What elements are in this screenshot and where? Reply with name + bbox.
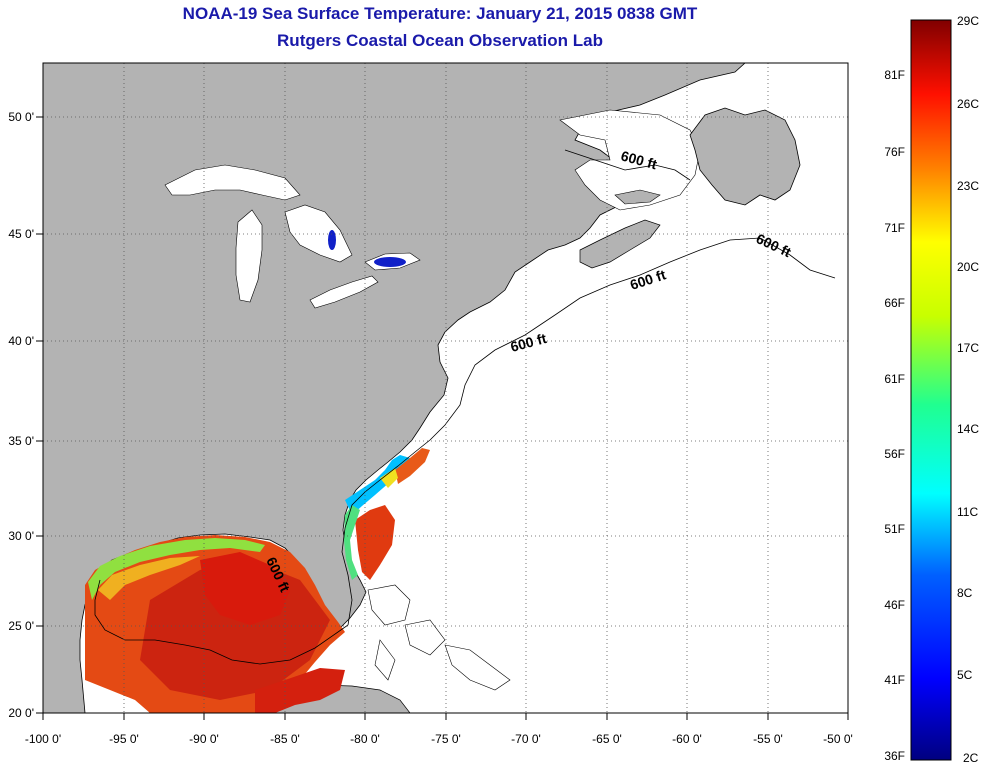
- land-nova-scotia: [579, 219, 661, 269]
- sst-yellow-band: [380, 468, 398, 488]
- lon-tick-label: -75 0': [431, 732, 461, 746]
- colorbar-label-f: 56F: [884, 447, 905, 461]
- lat-tick-label: 20 0': [8, 706, 34, 720]
- sst-loop-current: [200, 552, 290, 625]
- colorbar-label-c: 11C: [957, 505, 978, 519]
- colorbar-celsius-labels: 29C 26C 23C 20C 17C 14C 11C 8C 5C 2C: [957, 14, 979, 765]
- map-title: NOAA-19 Sea Surface Temperature: January…: [182, 4, 698, 23]
- map-body: [43, 63, 836, 713]
- longitude-labels: -100 0' -95 0' -90 0' -85 0' -80 0' -75 …: [25, 732, 853, 746]
- lat-tick-label: 35 0': [8, 434, 34, 448]
- colorbar-label-c: 20C: [957, 260, 979, 274]
- lat-tick-label: 40 0': [8, 334, 34, 348]
- colorbar-label-f: 76F: [884, 145, 905, 159]
- colorbar-label-f: 81F: [884, 68, 905, 82]
- colorbar-label-c: 29C: [957, 14, 979, 28]
- colorbar: [910, 19, 952, 761]
- land-newfoundland: [689, 107, 801, 206]
- sst-caribbean: [255, 668, 345, 713]
- lake-michigan: [235, 209, 263, 303]
- lon-tick-label: -60 0': [672, 732, 702, 746]
- colorbar-label-c: 14C: [957, 422, 979, 436]
- lon-tick-label: -55 0': [753, 732, 783, 746]
- colorbar-label-c: 23C: [957, 179, 979, 193]
- lon-tick-label: -90 0': [189, 732, 219, 746]
- lake-huron: [284, 204, 353, 263]
- sst-gulf-stream-carolina: [395, 448, 430, 484]
- lon-tick-label: -80 0': [350, 732, 380, 746]
- colorbar-label-c: 26C: [957, 97, 979, 111]
- lake-erie: [309, 275, 379, 309]
- colorbar-label-f: 61F: [884, 372, 905, 386]
- colorbar-fahrenheit-labels: 81F 76F 71F 66F 61F 56F 51F 46F 41F 36F: [884, 68, 905, 763]
- colorbar-label-c: 5C: [957, 668, 973, 682]
- lat-tick-label: 45 0': [8, 227, 34, 241]
- map-subtitle: Rutgers Coastal Ocean Observation Lab: [277, 31, 603, 50]
- lon-tick-label: -70 0': [511, 732, 541, 746]
- lon-tick-label: -95 0': [109, 732, 139, 746]
- sst-coast-green: [344, 505, 360, 580]
- frame-ticks: [36, 116, 849, 720]
- colorbar-label-f: 36F: [884, 749, 905, 763]
- lat-tick-label: 30 0': [8, 529, 34, 543]
- latitude-labels: 50 0' 45 0' 40 0' 35 0' 30 0' 25 0' 20 0…: [8, 110, 34, 720]
- colorbar-label-f: 66F: [884, 296, 905, 310]
- lon-tick-label: -50 0': [823, 732, 853, 746]
- lat-tick-label: 50 0': [8, 110, 34, 124]
- contour-600ft: [94, 149, 836, 665]
- lon-tick-label: -100 0': [25, 732, 61, 746]
- lon-tick-label: -65 0': [592, 732, 622, 746]
- gulf-st-lawrence: [559, 109, 701, 211]
- lake-sst-patch: [328, 230, 336, 250]
- colorbar-label-f: 46F: [884, 598, 905, 612]
- land-pei: [614, 189, 661, 205]
- colorbar-label-c: 2C: [963, 751, 979, 765]
- colorbar-label-f: 71F: [884, 221, 905, 235]
- colorbar-label-f: 41F: [884, 673, 905, 687]
- lake-ontario-sst: [374, 257, 406, 267]
- graticule: [43, 63, 848, 713]
- sst-gulf-coast-warm: [98, 556, 200, 600]
- sst-gulf-coast-cool: [88, 538, 265, 600]
- colorbar-label-c: 17C: [957, 341, 979, 355]
- lat-tick-label: 25 0': [8, 619, 34, 633]
- bahamas-outline: [367, 584, 511, 691]
- colorbar-label-f: 51F: [884, 522, 905, 536]
- colorbar-label-c: 8C: [957, 586, 973, 600]
- lon-tick-label: -85 0': [270, 732, 300, 746]
